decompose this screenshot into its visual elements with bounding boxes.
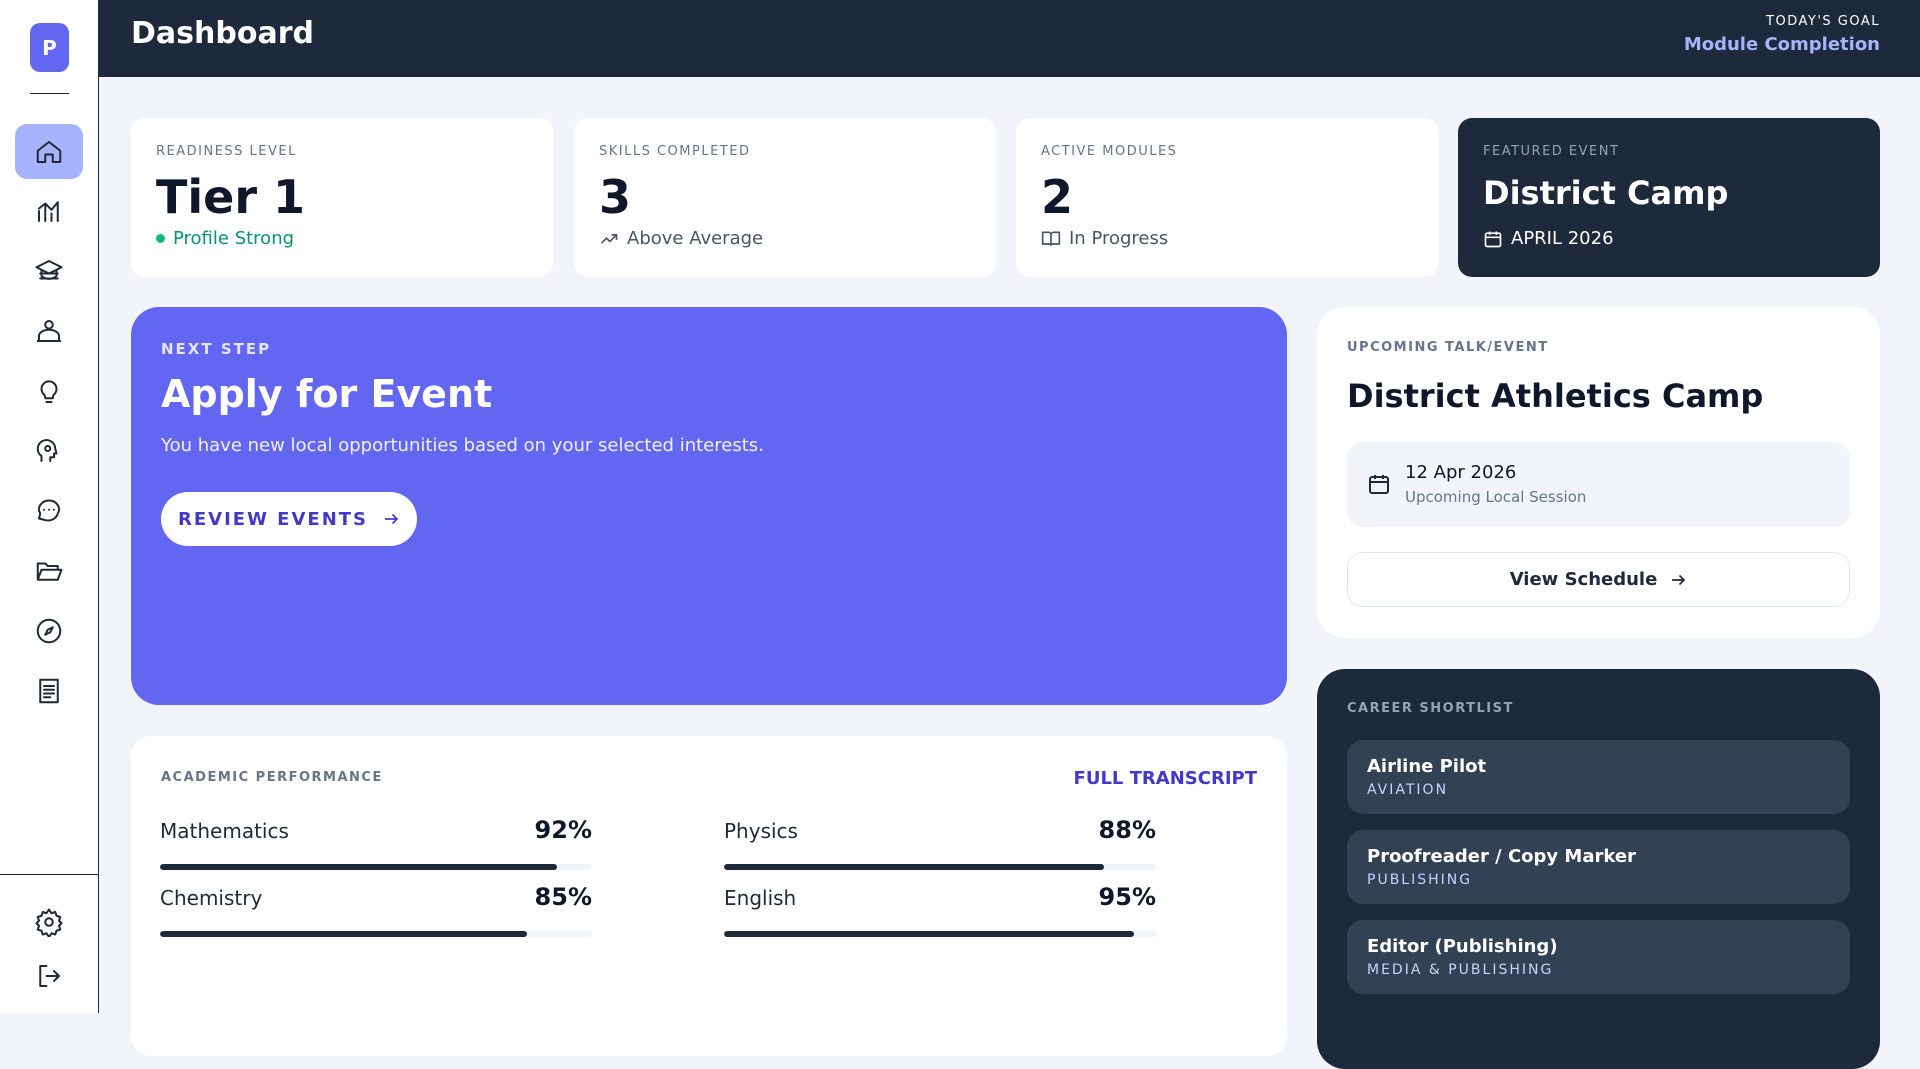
nav-home[interactable] (34, 137, 64, 167)
arrow-icon (385, 513, 399, 525)
event-date: 12 Apr 2026 (1405, 462, 1517, 483)
progress-track (160, 864, 592, 870)
nav-education[interactable] (34, 256, 64, 286)
career-item[interactable]: Proofreader / Copy Marker PUBLISHING (1347, 830, 1850, 904)
upcoming-card: UPCOMING TALK/EVENT District Athletics C… (1317, 307, 1880, 638)
event-session: Upcoming Local Session (1405, 488, 1587, 506)
goal-label: TODAY'S GOAL (1766, 14, 1880, 29)
sidebar: P (0, 0, 99, 1013)
full-transcript-link[interactable]: FULL TRANSCRIPT (1073, 768, 1257, 789)
stat-label: ACTIVE MODULES (1041, 144, 1178, 159)
stat-note: APRIL 2026 (1483, 228, 1614, 249)
nav-explore[interactable] (34, 616, 64, 646)
nav-ideas[interactable] (34, 377, 64, 407)
subject-name: Chemistry (160, 886, 263, 910)
progress-fill (724, 931, 1135, 937)
progress-fill (724, 864, 1105, 870)
trend-icon (600, 233, 618, 244)
stat-value: District Camp (1483, 174, 1729, 212)
featured-card[interactable]: FEATURED EVENT District Camp APRIL 2026 (1458, 118, 1880, 277)
progress-fill (160, 864, 558, 870)
stat-label: SKILLS COMPLETED (599, 144, 751, 159)
nav-folder[interactable] (34, 556, 64, 586)
button-text: View Schedule (1509, 569, 1658, 590)
subject-score: 85% (534, 883, 592, 911)
progress-track (724, 931, 1156, 937)
button-text: REVIEW EVENTS (177, 508, 369, 530)
nav-skills[interactable] (34, 196, 64, 226)
note-text: Profile Strong (173, 228, 295, 249)
stat-note: Profile Strong (156, 228, 294, 249)
career-field: AVIATION (1367, 782, 1449, 798)
progress-track (724, 864, 1156, 870)
stat-card: ACTIVE MODULES 2 In Progress (1016, 118, 1438, 277)
separator (30, 93, 69, 94)
calendar-icon (1484, 231, 1502, 247)
nav-notes[interactable] (34, 676, 64, 706)
stat-note: Above Average (599, 228, 763, 249)
view-schedule-button[interactable]: View Schedule (1347, 552, 1850, 607)
academic-card: ACADEMIC PERFORMANCE FULL TRANSCRIPT Mat… (131, 736, 1287, 1056)
career-item[interactable]: Editor (Publishing) MEDIA & PUBLISHING (1347, 920, 1850, 994)
hero-text: You have new local opportunities based o… (161, 435, 764, 456)
calendar-icon (1369, 475, 1389, 494)
subject-score: 95% (1098, 883, 1156, 911)
stat-card: SKILLS COMPLETED 3 Above Average (574, 118, 996, 277)
subject-score: 92% (534, 816, 592, 844)
nav-work[interactable] (34, 316, 64, 346)
career-item[interactable]: Airline Pilot AVIATION (1347, 740, 1850, 814)
note-text: In Progress (1069, 228, 1169, 249)
separator (0, 874, 99, 875)
career-title: Proofreader / Copy Marker (1367, 846, 1636, 867)
career-card: CAREER SHORTLIST Airline Pilot AVIATION P… (1317, 669, 1880, 1069)
career-title: Airline Pilot (1367, 756, 1487, 777)
hero-title: Apply for Event (161, 372, 493, 416)
note-text: APRIL 2026 (1511, 228, 1614, 249)
stat-card: READINESS LEVEL Tier 1 Profile Strong (131, 118, 553, 277)
stat-value: Tier 1 (156, 170, 306, 224)
career-title: Editor (Publishing) (1367, 936, 1558, 957)
stat-value: 3 (599, 170, 632, 224)
progress-track (160, 931, 592, 937)
goal[interactable]: Module Completion (1683, 34, 1880, 55)
stat-note: In Progress (1041, 228, 1168, 249)
nav-settings[interactable] (34, 907, 64, 938)
active-nav-bg (15, 124, 83, 179)
page-title: Dashboard (131, 16, 314, 51)
section-label: CAREER SHORTLIST (1347, 701, 1514, 716)
logo[interactable]: P (30, 23, 69, 72)
event-date-box: 12 Apr 2026 Upcoming Local Session (1347, 442, 1850, 527)
nav-chat[interactable] (34, 496, 64, 526)
event-title: District Athletics Camp (1347, 377, 1764, 415)
career-field: PUBLISHING (1367, 872, 1473, 888)
nav-mind[interactable] (34, 436, 64, 466)
section-label: NEXT STEP (161, 340, 272, 358)
subject-score: 88% (1098, 816, 1156, 844)
header: Dashboard TODAY'S GOAL Module Completion (99, 0, 1920, 77)
next-step-card: NEXT STEP Apply for Event You have new l… (131, 307, 1287, 705)
status-dot (156, 234, 165, 243)
review-events-button[interactable]: REVIEW EVENTS (161, 492, 417, 546)
subject-name: English (724, 886, 797, 910)
stat-value: 2 (1041, 170, 1074, 224)
book-icon (1041, 231, 1061, 246)
note-text: Above Average (627, 228, 764, 249)
arrow-icon (1672, 574, 1686, 585)
nav-logout[interactable] (34, 961, 64, 991)
section-label: UPCOMING TALK/EVENT (1347, 340, 1549, 355)
subject-name: Physics (724, 819, 798, 843)
section-label: ACADEMIC PERFORMANCE (161, 770, 383, 785)
stat-label: READINESS LEVEL (156, 144, 297, 159)
progress-fill (160, 931, 528, 937)
stat-label: FEATURED EVENT (1483, 144, 1620, 159)
career-field: MEDIA & PUBLISHING (1367, 962, 1554, 978)
subject-name: Mathematics (160, 819, 289, 843)
